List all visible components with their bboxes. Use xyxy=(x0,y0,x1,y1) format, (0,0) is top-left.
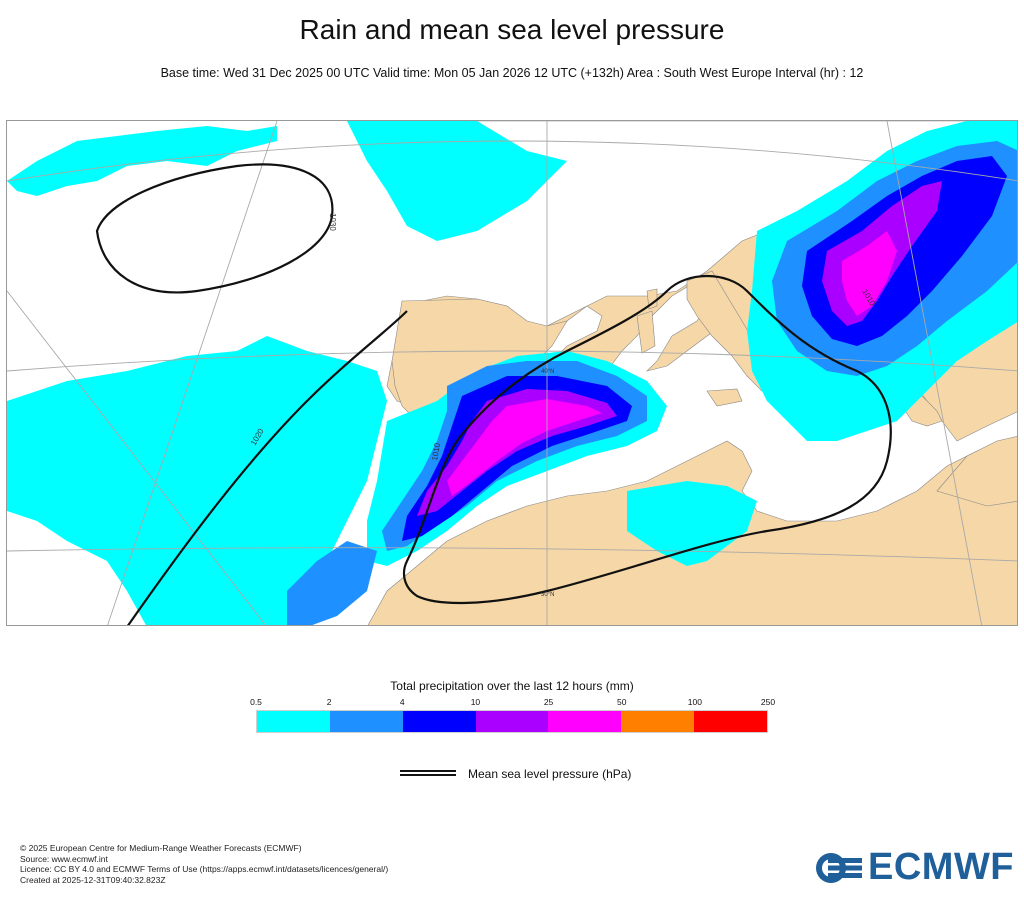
legend-tick: 250 xyxy=(760,697,776,707)
precip-magenta-iberia xyxy=(447,399,602,496)
graticule-parallel-30 xyxy=(7,547,1017,562)
isobar-1020 xyxy=(127,310,408,625)
ecmwf-logo-text: ECMWF xyxy=(868,846,1015,888)
colorbar-swatch-3 xyxy=(475,711,549,732)
precipitation-colorbar xyxy=(256,710,768,733)
graticule-meridian-west xyxy=(107,121,278,625)
legend-tick: 0.5 xyxy=(250,697,262,707)
graticule-meridian-east xyxy=(886,121,983,625)
colorbar-swatch-2 xyxy=(402,711,476,732)
graticule-layer xyxy=(7,121,1017,625)
ecmwf-logo[interactable]: ECMWF xyxy=(814,846,1014,889)
precip-cyan-north-atlantic xyxy=(7,126,277,196)
graticule-meridian-far-west xyxy=(7,290,267,625)
credit-created: Created at 2025-12-31T09:40:32.823Z xyxy=(20,875,166,886)
legend-tick: 10 xyxy=(470,697,481,707)
legend-ticks: 0.5 2 4 10 25 50 100 250 xyxy=(250,697,775,709)
precip-cyan-biscay xyxy=(347,121,567,241)
graticule-parallel-50 xyxy=(7,140,1017,182)
land-turkey xyxy=(936,436,1017,507)
legend-tick: 100 xyxy=(687,697,702,707)
mslp-legend-label: Mean sea level pressure (hPa) xyxy=(468,767,632,781)
isobar-layer xyxy=(95,163,892,625)
colorbar-swatch-0 xyxy=(257,711,330,732)
ecmwf-logo-icon xyxy=(816,852,862,883)
isobar-label-1030: 1030 xyxy=(328,213,337,231)
map-svg: 1030 1020 1010 1010 40°N 30°N xyxy=(7,121,1017,625)
legend-tick: 50 xyxy=(616,697,627,707)
precipitation-layer xyxy=(7,121,1017,625)
colorbar-swatch-1 xyxy=(329,711,403,732)
isobar-1030-high xyxy=(95,163,334,294)
graticule-label-30n: 30°N xyxy=(541,592,554,598)
precip-cyan-west-atlantic xyxy=(7,336,387,625)
land-sicily xyxy=(706,388,743,407)
chart-subtitle: Base time: Wed 31 Dec 2025 00 UTC Valid … xyxy=(160,66,864,80)
colorbar-swatch-4 xyxy=(548,711,622,732)
weather-map[interactable]: 1030 1020 1010 1010 40°N 30°N xyxy=(6,120,1018,626)
credit-copyright: © 2025 European Centre for Medium-Range … xyxy=(20,843,302,853)
legend-tick: 4 xyxy=(399,697,405,707)
isobar-1010-loop xyxy=(402,274,892,605)
colorbar-swatch-5 xyxy=(621,711,695,732)
credit-source: Source: www.ecmwf.int xyxy=(20,853,108,864)
land-sardinia xyxy=(636,310,656,354)
mslp-legend-line xyxy=(400,770,456,776)
credit-licence: Licence: CC BY 4.0 and ECMWF Terms of Us… xyxy=(20,864,389,875)
graticule-parallel-40 xyxy=(7,350,1017,372)
credits: © 2025 European Centre for Medium-Range … xyxy=(20,843,388,886)
chart-title: Rain and mean sea level pressure xyxy=(299,14,725,45)
legend-tick: 2 xyxy=(326,697,332,707)
graticule-label-40n: 40°N xyxy=(541,369,554,375)
colorbar-swatch-6 xyxy=(694,711,768,732)
legend-title: Total precipitation over the last 12 hou… xyxy=(390,679,634,693)
precip-cyan-africa xyxy=(627,481,757,566)
precip-blue-medium-sw xyxy=(287,541,377,625)
isobar-label-1010-west: 1010 xyxy=(430,442,442,462)
legend-tick: 25 xyxy=(543,697,554,707)
precip-magenta-balkans xyxy=(842,231,897,316)
